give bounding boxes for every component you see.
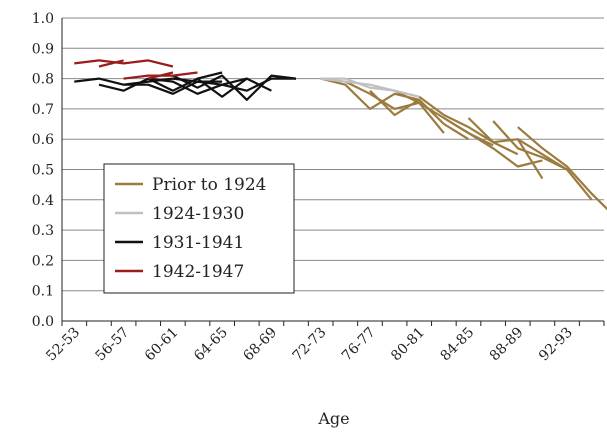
series-line [172, 74, 297, 101]
x-tick-label: 56-57 [93, 325, 133, 365]
y-tick-label: 0.2 [32, 253, 54, 269]
y-tick-label: 0.3 [32, 223, 54, 239]
series-line [148, 77, 296, 95]
series-line [443, 117, 543, 168]
y-tick-label: 0.8 [32, 72, 54, 88]
legend-label: 1931-1941 [152, 233, 244, 253]
series-line [517, 126, 607, 211]
series-line [369, 89, 470, 141]
y-tick-label: 0.5 [32, 163, 54, 179]
y-tick-label: 0.4 [32, 193, 54, 209]
x-tick-label: 52-53 [43, 325, 83, 365]
legend-box [103, 163, 295, 294]
y-tick-label: 0.0 [32, 314, 54, 330]
series-line [320, 77, 420, 98]
y-tick-label: 0.7 [32, 102, 54, 118]
series-line [516, 138, 544, 180]
series-line [123, 77, 272, 95]
legend: Prior to 1924 1924-1930 1931-1941 1942-1947 [103, 163, 295, 294]
series-line [394, 89, 494, 147]
y-tick-label: 0.9 [32, 41, 54, 57]
y-tick-label: 0.1 [32, 284, 54, 300]
series-line [98, 59, 124, 68]
y-tick-labels: 0.0 0.1 0.2 0.3 0.4 0.5 0.6 0.7 0.8 0.9 1.0 [32, 11, 54, 330]
legend-label: 1942-1947 [152, 262, 244, 282]
x-tick-label: 80-81 [388, 325, 428, 365]
series-line [74, 59, 174, 68]
series-lines [74, 59, 607, 211]
x-tick-label: 92-93 [536, 325, 576, 365]
x-tick-label: 84-85 [437, 325, 477, 365]
x-tick-label: 64-65 [191, 325, 231, 365]
x-tick-labels: 52-53 56-57 60-61 64-65 68-69 72-73 76-77 80-81… [43, 325, 576, 365]
y-tick-label: 0.6 [32, 132, 54, 148]
axes [61, 18, 605, 326]
x-tick-label: 60-61 [142, 325, 182, 365]
series-line [492, 120, 593, 201]
x-tick-label: 68-69 [240, 325, 280, 365]
series-line [344, 80, 445, 134]
x-tick-label: 72-73 [290, 325, 330, 365]
x-tick-label: 76-77 [339, 325, 379, 365]
x-tick-label: 88-89 [487, 325, 527, 365]
legend-label: Prior to 1924 [152, 175, 267, 195]
x-axis-title: Age [317, 409, 349, 428]
series-line [98, 77, 248, 98]
legend-label: 1924-1930 [152, 204, 244, 224]
series-line [197, 71, 223, 80]
series-line [147, 71, 174, 80]
series-line [418, 95, 519, 156]
y-tick-label: 1.0 [32, 11, 54, 27]
